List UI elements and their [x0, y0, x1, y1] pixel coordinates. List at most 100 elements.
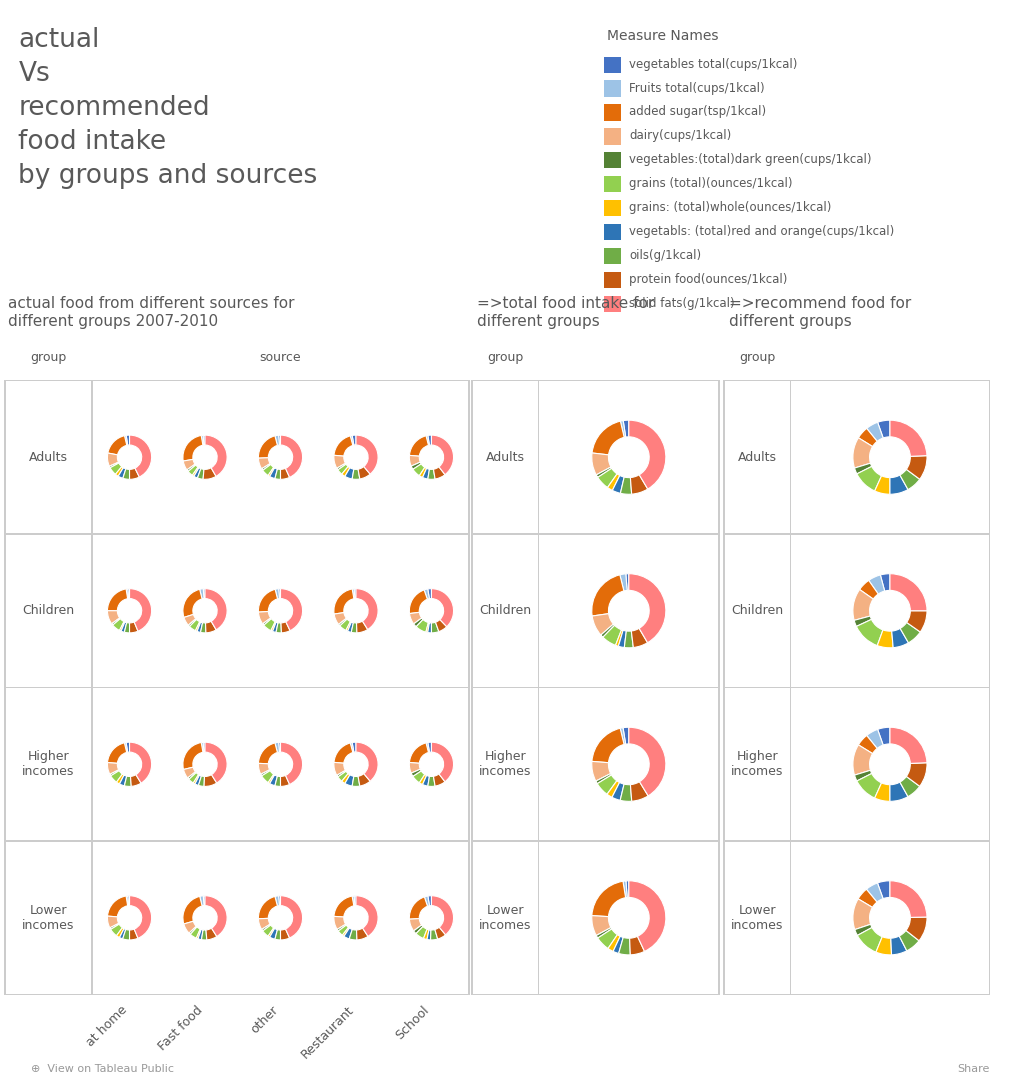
- Wedge shape: [435, 620, 446, 632]
- Wedge shape: [111, 771, 122, 783]
- Wedge shape: [116, 774, 124, 784]
- Wedge shape: [182, 742, 203, 770]
- Wedge shape: [356, 435, 378, 474]
- Wedge shape: [852, 745, 871, 775]
- Wedge shape: [126, 589, 128, 599]
- Wedge shape: [186, 464, 196, 472]
- Wedge shape: [268, 774, 274, 784]
- Wedge shape: [183, 921, 196, 933]
- Wedge shape: [906, 763, 926, 786]
- Wedge shape: [129, 929, 138, 940]
- Wedge shape: [182, 897, 202, 924]
- Wedge shape: [611, 475, 624, 493]
- Wedge shape: [876, 880, 889, 899]
- Wedge shape: [352, 589, 355, 599]
- Text: Share: Share: [956, 1064, 988, 1074]
- Wedge shape: [337, 924, 345, 932]
- Wedge shape: [409, 742, 428, 763]
- Text: actual
Vs
recommended
food intake
by groups and sources: actual Vs recommended food intake by gro…: [18, 27, 317, 189]
- Text: grains (total)(ounces/1kcal): grains (total)(ounces/1kcal): [629, 177, 792, 190]
- Wedge shape: [890, 880, 926, 917]
- Wedge shape: [427, 623, 431, 633]
- Wedge shape: [115, 466, 123, 476]
- Wedge shape: [854, 924, 871, 936]
- Wedge shape: [336, 771, 345, 777]
- Wedge shape: [124, 776, 131, 786]
- Text: Lower
incomes: Lower incomes: [22, 903, 74, 932]
- Wedge shape: [280, 468, 289, 479]
- Wedge shape: [592, 614, 612, 635]
- Wedge shape: [204, 775, 217, 786]
- Wedge shape: [434, 927, 445, 939]
- Wedge shape: [108, 436, 126, 454]
- Wedge shape: [427, 896, 431, 905]
- Wedge shape: [890, 574, 926, 611]
- Wedge shape: [205, 742, 227, 783]
- Wedge shape: [344, 467, 354, 479]
- Wedge shape: [906, 611, 926, 632]
- Wedge shape: [190, 620, 200, 630]
- Wedge shape: [182, 436, 203, 461]
- Wedge shape: [350, 436, 354, 446]
- Wedge shape: [630, 475, 647, 495]
- Wedge shape: [854, 771, 871, 780]
- Wedge shape: [427, 470, 435, 479]
- Wedge shape: [416, 620, 428, 633]
- Wedge shape: [191, 927, 200, 938]
- Wedge shape: [356, 589, 378, 629]
- Wedge shape: [262, 924, 270, 930]
- Wedge shape: [876, 421, 889, 438]
- Wedge shape: [857, 927, 881, 952]
- Wedge shape: [352, 470, 360, 479]
- Wedge shape: [352, 896, 355, 905]
- Wedge shape: [107, 763, 118, 774]
- Wedge shape: [130, 775, 141, 786]
- Wedge shape: [194, 467, 201, 478]
- Wedge shape: [868, 575, 883, 595]
- Wedge shape: [626, 880, 628, 898]
- Wedge shape: [858, 428, 876, 447]
- Wedge shape: [620, 574, 627, 591]
- Wedge shape: [874, 476, 890, 495]
- Wedge shape: [278, 742, 280, 752]
- Wedge shape: [620, 784, 631, 801]
- Wedge shape: [427, 742, 431, 752]
- Wedge shape: [203, 742, 205, 752]
- Wedge shape: [271, 622, 276, 632]
- Wedge shape: [852, 899, 871, 929]
- Wedge shape: [129, 896, 152, 938]
- Wedge shape: [591, 915, 610, 936]
- Wedge shape: [127, 589, 129, 599]
- Wedge shape: [411, 770, 421, 776]
- Wedge shape: [856, 466, 880, 491]
- Text: protein food(ounces/1kcal): protein food(ounces/1kcal): [629, 273, 787, 286]
- Wedge shape: [183, 614, 196, 625]
- Wedge shape: [852, 589, 872, 621]
- Text: other: other: [248, 1003, 280, 1036]
- Wedge shape: [890, 936, 906, 954]
- Wedge shape: [129, 468, 140, 479]
- Wedge shape: [591, 575, 624, 616]
- Wedge shape: [258, 919, 270, 929]
- Wedge shape: [623, 727, 628, 745]
- Wedge shape: [126, 435, 129, 446]
- Wedge shape: [890, 782, 907, 801]
- Wedge shape: [858, 736, 876, 753]
- Wedge shape: [275, 742, 279, 752]
- Wedge shape: [413, 771, 424, 783]
- Wedge shape: [628, 574, 665, 642]
- Wedge shape: [206, 928, 217, 940]
- Wedge shape: [193, 775, 200, 784]
- Text: Adults: Adults: [737, 451, 776, 464]
- Wedge shape: [591, 882, 625, 916]
- Text: added sugar(tsp/1kcal): added sugar(tsp/1kcal): [629, 105, 765, 118]
- Wedge shape: [122, 468, 129, 479]
- Wedge shape: [906, 455, 926, 479]
- Text: Children: Children: [479, 604, 531, 617]
- Wedge shape: [410, 612, 421, 624]
- Wedge shape: [354, 896, 356, 905]
- Wedge shape: [629, 936, 644, 954]
- Wedge shape: [258, 589, 277, 612]
- Text: solid fats(g/1kcal): solid fats(g/1kcal): [629, 297, 735, 310]
- Wedge shape: [205, 589, 227, 629]
